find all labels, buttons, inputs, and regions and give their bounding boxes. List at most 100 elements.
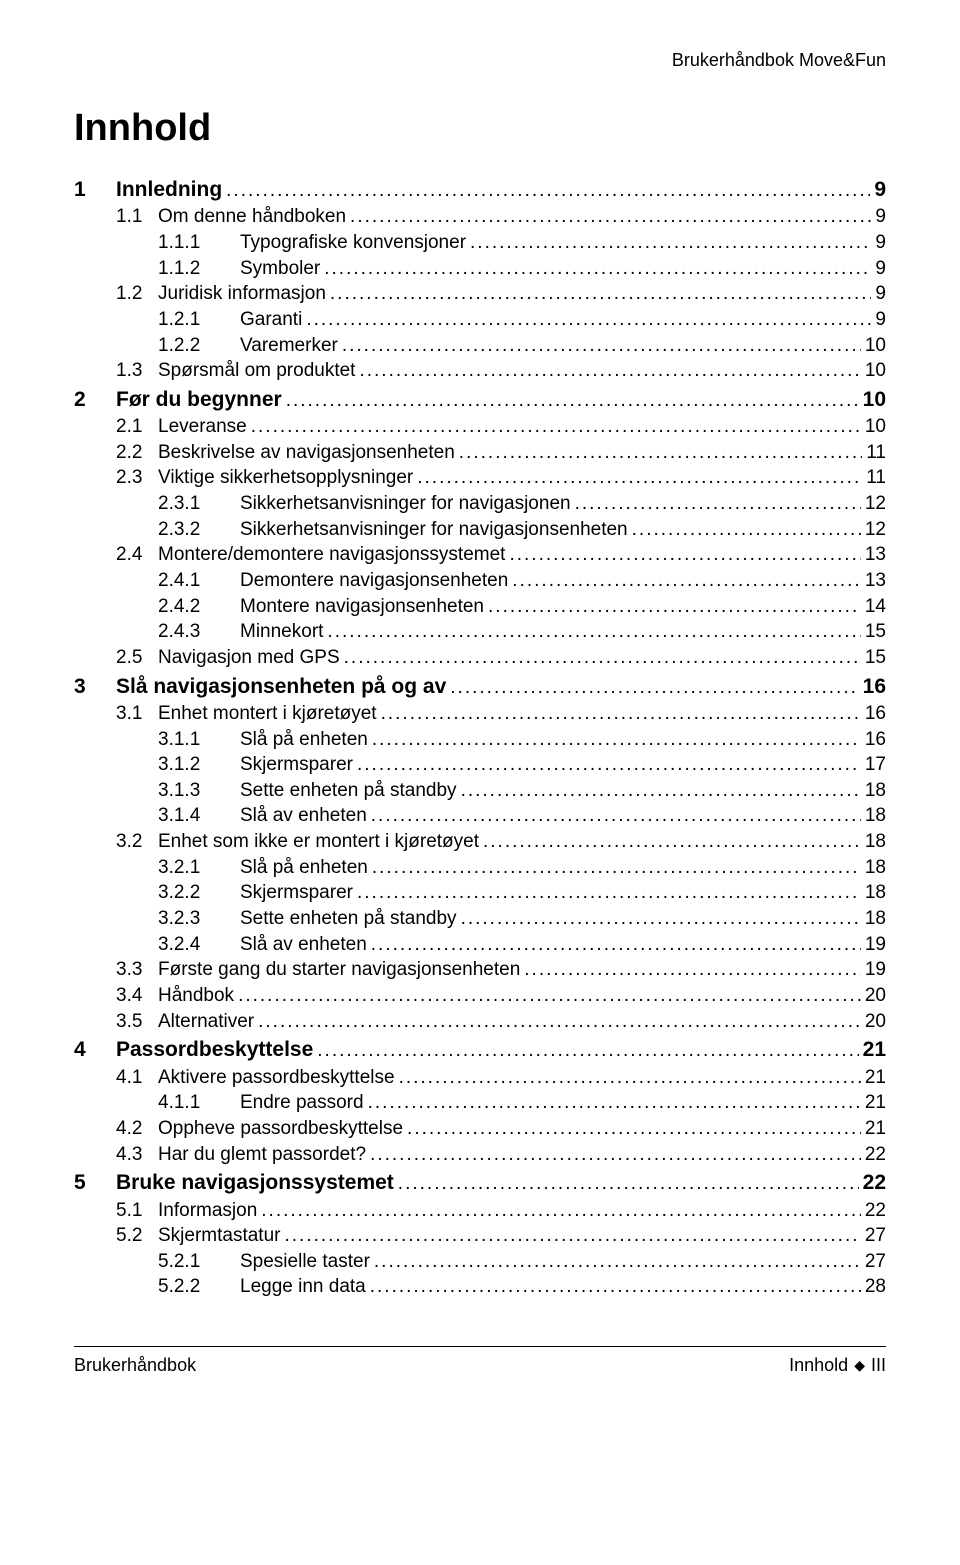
toc-page-number: 17	[865, 752, 886, 778]
toc-leader-dots	[470, 230, 871, 256]
toc-row[interactable]: 1.3Spørsmål om produktet10	[74, 358, 886, 384]
toc-text: Garanti	[240, 307, 302, 333]
toc-number: 1.1.1	[74, 230, 240, 256]
toc-row[interactable]: 3.2.3Sette enheten på standby18	[74, 906, 886, 932]
toc-page-number: 9	[875, 230, 886, 256]
toc-leader-dots	[371, 932, 861, 958]
toc-text: Oppheve passordbeskyttelse	[158, 1116, 403, 1142]
toc-leader-dots	[370, 1274, 861, 1300]
toc-row[interactable]: 4Passordbeskyttelse21	[74, 1036, 886, 1064]
toc-row[interactable]: 1.1.1Typografiske konvensjoner9	[74, 230, 886, 256]
toc-row[interactable]: 3.1Enhet montert i kjøretøyet16	[74, 701, 886, 727]
toc-text: Montere/demontere navigasjonssystemet	[158, 542, 505, 568]
toc-page-number: 9	[875, 307, 886, 333]
toc-leader-dots	[306, 307, 871, 333]
toc-row[interactable]: 3.2.1Slå på enheten18	[74, 855, 886, 881]
toc-number: 4.1.1	[74, 1090, 240, 1116]
toc-row[interactable]: 2.4.3Minnekort15	[74, 619, 886, 645]
toc-number: 3.2.1	[74, 855, 240, 881]
toc-number: 2.1	[74, 414, 158, 440]
toc-row[interactable]: 4.1Aktivere passordbeskyttelse21	[74, 1065, 886, 1091]
toc-row[interactable]: 2.2Beskrivelse av navigasjonsenheten11	[74, 440, 886, 466]
toc-row[interactable]: 1.1.2Symboler9	[74, 256, 886, 282]
toc-row[interactable]: 3.5Alternativer20	[74, 1009, 886, 1035]
toc-text: Sette enheten på standby	[240, 778, 457, 804]
toc-page-number: 18	[865, 880, 886, 906]
toc-number: 3.1.2	[74, 752, 240, 778]
toc-page-number: 20	[865, 1009, 886, 1035]
toc-row[interactable]: 1.1Om denne håndboken9	[74, 204, 886, 230]
toc-page-number: 19	[865, 932, 886, 958]
toc-row[interactable]: 1Innledning9	[74, 176, 886, 204]
toc-number: 2.4.1	[74, 568, 240, 594]
toc-row[interactable]: 4.3Har du glemt passordet?22	[74, 1142, 886, 1168]
toc-leader-dots	[357, 880, 861, 906]
toc-page-number: 16	[863, 673, 886, 701]
toc-leader-dots	[284, 1223, 860, 1249]
toc-row[interactable]: 2.4.2Montere navigasjonsenheten14	[74, 594, 886, 620]
toc-leader-dots	[372, 855, 861, 881]
toc-row[interactable]: 2.1Leveranse10	[74, 414, 886, 440]
toc-text: Varemerker	[240, 333, 338, 359]
toc-number: 2	[74, 386, 116, 414]
toc-page-number: 9	[874, 176, 886, 204]
toc-row[interactable]: 1.2.1Garanti9	[74, 307, 886, 333]
toc-row[interactable]: 3.4Håndbok20	[74, 983, 886, 1009]
toc-row[interactable]: 3.1.4Slå av enheten18	[74, 803, 886, 829]
toc-number: 3.1.4	[74, 803, 240, 829]
toc-page-number: 19	[865, 957, 886, 983]
toc-row[interactable]: 3.1.1Slå på enheten16	[74, 727, 886, 753]
toc-row[interactable]: 3Slå navigasjonsenheten på og av16	[74, 673, 886, 701]
toc-leader-dots	[357, 752, 861, 778]
toc-row[interactable]: 2.3Viktige sikkerhetsopplysninger11	[74, 465, 886, 491]
toc-leader-dots	[398, 1171, 859, 1197]
toc-page-number: 20	[865, 983, 886, 1009]
toc-row[interactable]: 5Bruke navigasjonssystemet22	[74, 1169, 886, 1197]
toc-page-number: 9	[875, 256, 886, 282]
toc-text: Spesielle taster	[240, 1249, 370, 1275]
toc-number: 2.4.2	[74, 594, 240, 620]
toc-row[interactable]: 2.4Montere/demontere navigasjonssystemet…	[74, 542, 886, 568]
toc-row[interactable]: 1.2Juridisk informasjon9	[74, 281, 886, 307]
toc-page-number: 27	[865, 1249, 886, 1275]
toc-text: Sikkerhetsanvisninger for navigasjonen	[240, 491, 571, 517]
toc-leader-dots	[368, 1090, 861, 1116]
toc-text: Montere navigasjonsenheten	[240, 594, 484, 620]
toc-row[interactable]: 4.2Oppheve passordbeskyttelse21	[74, 1116, 886, 1142]
toc-leader-dots	[261, 1198, 861, 1224]
toc-row[interactable]: 5.2.1Spesielle taster27	[74, 1249, 886, 1275]
toc-row[interactable]: 3.1.3Sette enheten på standby18	[74, 778, 886, 804]
toc-number: 3	[74, 673, 116, 701]
toc-number: 1.2	[74, 281, 158, 307]
toc-leader-dots	[399, 1065, 861, 1091]
toc-row[interactable]: 3.3Første gang du starter navigasjonsenh…	[74, 957, 886, 983]
toc-row[interactable]: 2.5Navigasjon med GPS15	[74, 645, 886, 671]
toc-row[interactable]: 1.2.2Varemerker10	[74, 333, 886, 359]
toc-row[interactable]: 4.1.1Endre passord21	[74, 1090, 886, 1116]
toc-page-number: 11	[866, 465, 886, 491]
toc-text: Om denne håndboken	[158, 204, 346, 230]
toc-page-number: 11	[866, 440, 886, 466]
toc-row[interactable]: 5.1Informasjon22	[74, 1198, 886, 1224]
toc-number: 3.3	[74, 957, 158, 983]
toc-row[interactable]: 2.4.1Demontere navigasjonsenheten13	[74, 568, 886, 594]
toc-page-number: 18	[865, 803, 886, 829]
toc-text: Juridisk informasjon	[158, 281, 326, 307]
toc-row[interactable]: 3.2Enhet som ikke er montert i kjøretøye…	[74, 829, 886, 855]
toc-row[interactable]: 3.1.2Skjermsparer17	[74, 752, 886, 778]
toc-number: 1.2.2	[74, 333, 240, 359]
toc-row[interactable]: 3.2.4Slå av enheten19	[74, 932, 886, 958]
toc-row[interactable]: 2.3.2Sikkerhetsanvisninger for navigasjo…	[74, 517, 886, 543]
toc-row[interactable]: 3.2.2Skjermsparer18	[74, 880, 886, 906]
toc-page-number: 18	[865, 906, 886, 932]
toc-leader-dots	[417, 465, 862, 491]
toc-leader-dots	[238, 983, 861, 1009]
toc-row[interactable]: 5.2.2Legge inn data28	[74, 1274, 886, 1300]
toc-leader-dots	[575, 491, 861, 517]
toc-row[interactable]: 2Før du begynner10	[74, 386, 886, 414]
toc-page-number: 22	[865, 1142, 886, 1168]
toc-text: Har du glemt passordet?	[158, 1142, 366, 1168]
toc-row[interactable]: 2.3.1Sikkerhetsanvisninger for navigasjo…	[74, 491, 886, 517]
toc-text: Endre passord	[240, 1090, 364, 1116]
toc-row[interactable]: 5.2Skjermtastatur27	[74, 1223, 886, 1249]
